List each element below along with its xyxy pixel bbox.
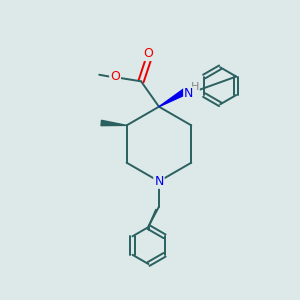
Text: O: O	[144, 47, 153, 60]
Polygon shape	[159, 87, 189, 107]
Text: O: O	[110, 70, 120, 83]
Text: N: N	[184, 87, 194, 101]
Text: N: N	[154, 175, 164, 188]
Polygon shape	[101, 120, 127, 126]
Text: H: H	[190, 82, 199, 92]
